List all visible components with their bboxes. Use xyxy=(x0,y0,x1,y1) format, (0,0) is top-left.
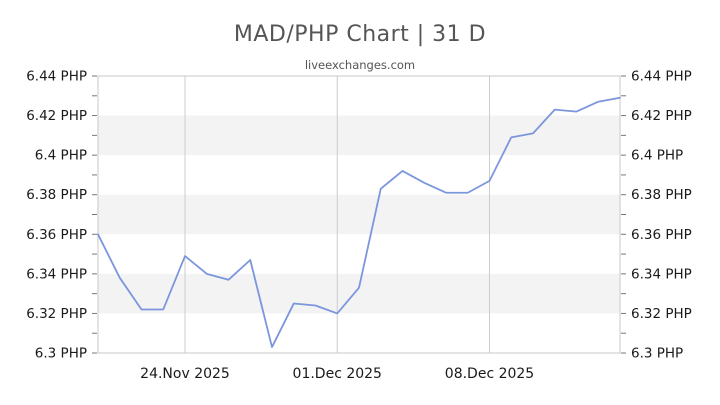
y-axis-label-right: 6.36 PHP xyxy=(631,227,692,243)
y-axis-label-right: 6.44 PHP xyxy=(631,69,692,85)
plot-band xyxy=(98,234,620,274)
y-axis-label-left: 6.38 PHP xyxy=(26,187,87,203)
y-axis-label-right: 6.3 PHP xyxy=(631,346,683,362)
x-axis-label: 24.Nov 2025 xyxy=(140,366,230,382)
price-line xyxy=(97,96,621,348)
y-axis-label-left: 6.4 PHP xyxy=(35,148,87,164)
y-axis-label-right: 6.34 PHP xyxy=(631,266,692,282)
y-axis-label-left: 6.36 PHP xyxy=(26,227,87,243)
y-axis-label-right: 6.42 PHP xyxy=(631,108,692,124)
y-axis-label-right: 6.38 PHP xyxy=(631,187,692,203)
plot-band xyxy=(98,115,620,156)
y-axis-label-left: 6.3 PHP xyxy=(35,346,87,362)
chart-subtitle: liveexchanges.com xyxy=(304,58,416,72)
y-axis-label-right: 6.32 PHP xyxy=(631,306,692,322)
plot-border xyxy=(97,75,621,354)
x-axis-label: 08.Dec 2025 xyxy=(445,366,534,382)
y-axis-label-left: 6.34 PHP xyxy=(26,266,87,282)
plot-band xyxy=(98,194,620,235)
y-axis-label-left: 6.42 PHP xyxy=(26,108,87,124)
y-axis-label-left: 6.44 PHP xyxy=(26,69,87,85)
plot-band xyxy=(98,313,620,353)
chart-title: MAD/PHP Chart | 31 D xyxy=(233,22,487,47)
y-axis-label-left: 6.32 PHP xyxy=(26,306,87,322)
x-axis-label: 01.Dec 2025 xyxy=(293,366,382,382)
y-axis-label-right: 6.4 PHP xyxy=(631,148,683,164)
plot-band xyxy=(98,155,620,195)
plot-band xyxy=(98,76,620,116)
